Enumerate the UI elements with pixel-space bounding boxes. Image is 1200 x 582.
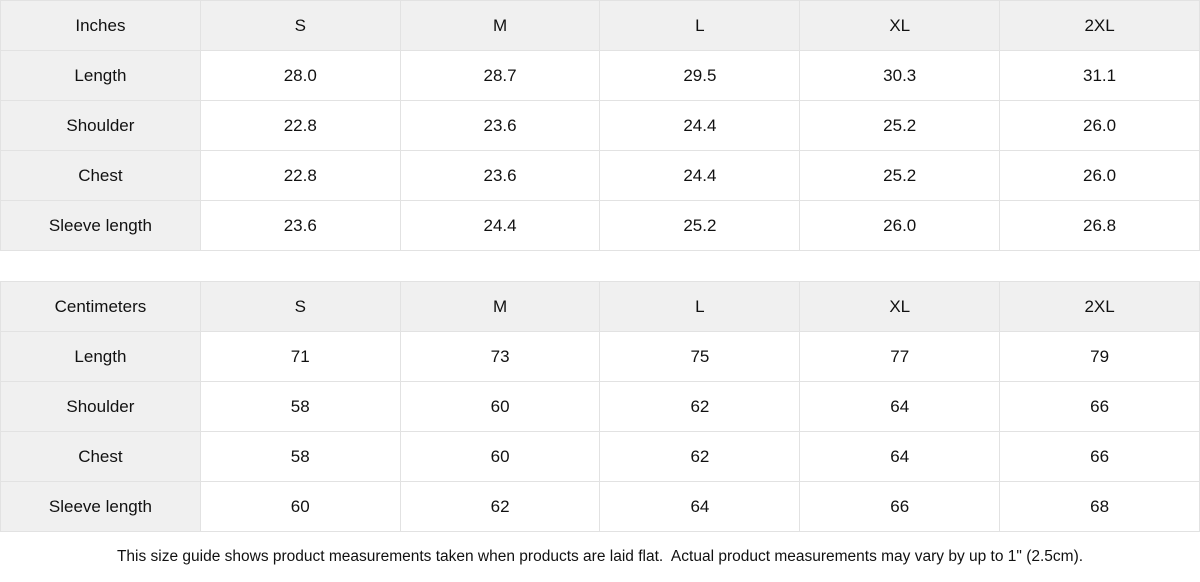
measurement-value-cell: 71 [199, 331, 401, 382]
table-row: Sleeve length 60 62 64 66 68 [0, 481, 1200, 532]
measurement-value-cell: 23.6 [199, 200, 401, 251]
measurement-value-cell: 24.4 [599, 150, 801, 201]
size-header-cell: M [399, 281, 601, 332]
measurement-label-cell: Chest [0, 150, 201, 201]
table-row: Shoulder 58 60 62 64 66 [0, 381, 1200, 432]
unit-header-cell: Inches [0, 0, 201, 51]
size-header-cell: M [399, 0, 601, 51]
unit-header-cell: Centimeters [0, 281, 201, 332]
measurement-value-cell: 58 [199, 431, 401, 482]
table-row: Length 28.0 28.7 29.5 30.3 31.1 [0, 50, 1200, 101]
table-row: Chest 58 60 62 64 66 [0, 431, 1200, 482]
size-header-cell: 2XL [999, 281, 1200, 332]
measurement-value-cell: 25.2 [799, 100, 1001, 151]
measurement-value-cell: 23.6 [399, 100, 601, 151]
measurement-label-cell: Length [0, 331, 201, 382]
measurement-value-cell: 64 [799, 431, 1001, 482]
measurement-value-cell: 25.2 [599, 200, 801, 251]
measurement-value-cell: 58 [199, 381, 401, 432]
measurement-value-cell: 24.4 [599, 100, 801, 151]
measurement-value-cell: 22.8 [199, 100, 401, 151]
measurement-value-cell: 29.5 [599, 50, 801, 101]
measurement-label-cell: Chest [0, 431, 201, 482]
measurement-value-cell: 62 [399, 481, 601, 532]
measurement-value-cell: 64 [799, 381, 1001, 432]
measurement-value-cell: 24.4 [399, 200, 601, 251]
size-table-centimeters: Centimeters S M L XL 2XL Length 71 73 75 77 79 Shoul… [0, 281, 1200, 532]
size-header-cell: S [199, 281, 401, 332]
measurement-value-cell: 31.1 [999, 50, 1200, 101]
header-row: Centimeters S M L XL 2XL [0, 281, 1200, 332]
size-header-cell: XL [799, 281, 1001, 332]
table-gap [0, 251, 1200, 281]
measurement-value-cell: 30.3 [799, 50, 1001, 101]
measurement-label-cell: Sleeve length [0, 481, 201, 532]
measurement-label-cell: Sleeve length [0, 200, 201, 251]
table-row: Length 71 73 75 77 79 [0, 331, 1200, 382]
measurement-value-cell: 26.0 [999, 100, 1200, 151]
measurement-value-cell: 26.8 [999, 200, 1200, 251]
measurement-value-cell: 75 [599, 331, 801, 382]
measurement-value-cell: 60 [399, 431, 601, 482]
measurement-value-cell: 73 [399, 331, 601, 382]
measurement-value-cell: 66 [999, 431, 1200, 482]
measurement-value-cell: 77 [799, 331, 1001, 382]
measurement-value-cell: 26.0 [999, 150, 1200, 201]
measurement-value-cell: 28.0 [199, 50, 401, 101]
table-row: Chest 22.8 23.6 24.4 25.2 26.0 [0, 150, 1200, 201]
measurement-value-cell: 64 [599, 481, 801, 532]
measurement-value-cell: 79 [999, 331, 1200, 382]
header-row: Inches S M L XL 2XL [0, 0, 1200, 51]
size-header-cell: L [599, 281, 801, 332]
size-header-cell: XL [799, 0, 1001, 51]
measurement-value-cell: 62 [599, 381, 801, 432]
measurement-value-cell: 60 [399, 381, 601, 432]
measurement-value-cell: 25.2 [799, 150, 1001, 201]
measurement-label-cell: Shoulder [0, 100, 201, 151]
size-header-cell: L [599, 0, 801, 51]
size-table-inches: Inches S M L XL 2XL Length 28.0 28.7 29.5 30.3 31.1… [0, 0, 1200, 251]
measurement-value-cell: 66 [799, 481, 1001, 532]
size-header-cell: S [199, 0, 401, 51]
measurement-value-cell: 28.7 [399, 50, 601, 101]
measurement-value-cell: 62 [599, 431, 801, 482]
measurement-value-cell: 68 [999, 481, 1200, 532]
size-guide-note: This size guide shows product measuremen… [0, 532, 1200, 582]
table-row: Shoulder 22.8 23.6 24.4 25.2 26.0 [0, 100, 1200, 151]
measurement-value-cell: 26.0 [799, 200, 1001, 251]
size-header-cell: 2XL [999, 0, 1200, 51]
table-row: Sleeve length 23.6 24.4 25.2 26.0 26.8 [0, 200, 1200, 251]
measurement-value-cell: 22.8 [199, 150, 401, 201]
measurement-label-cell: Shoulder [0, 381, 201, 432]
measurement-value-cell: 60 [199, 481, 401, 532]
measurement-value-cell: 66 [999, 381, 1200, 432]
measurement-label-cell: Length [0, 50, 201, 101]
measurement-value-cell: 23.6 [399, 150, 601, 201]
